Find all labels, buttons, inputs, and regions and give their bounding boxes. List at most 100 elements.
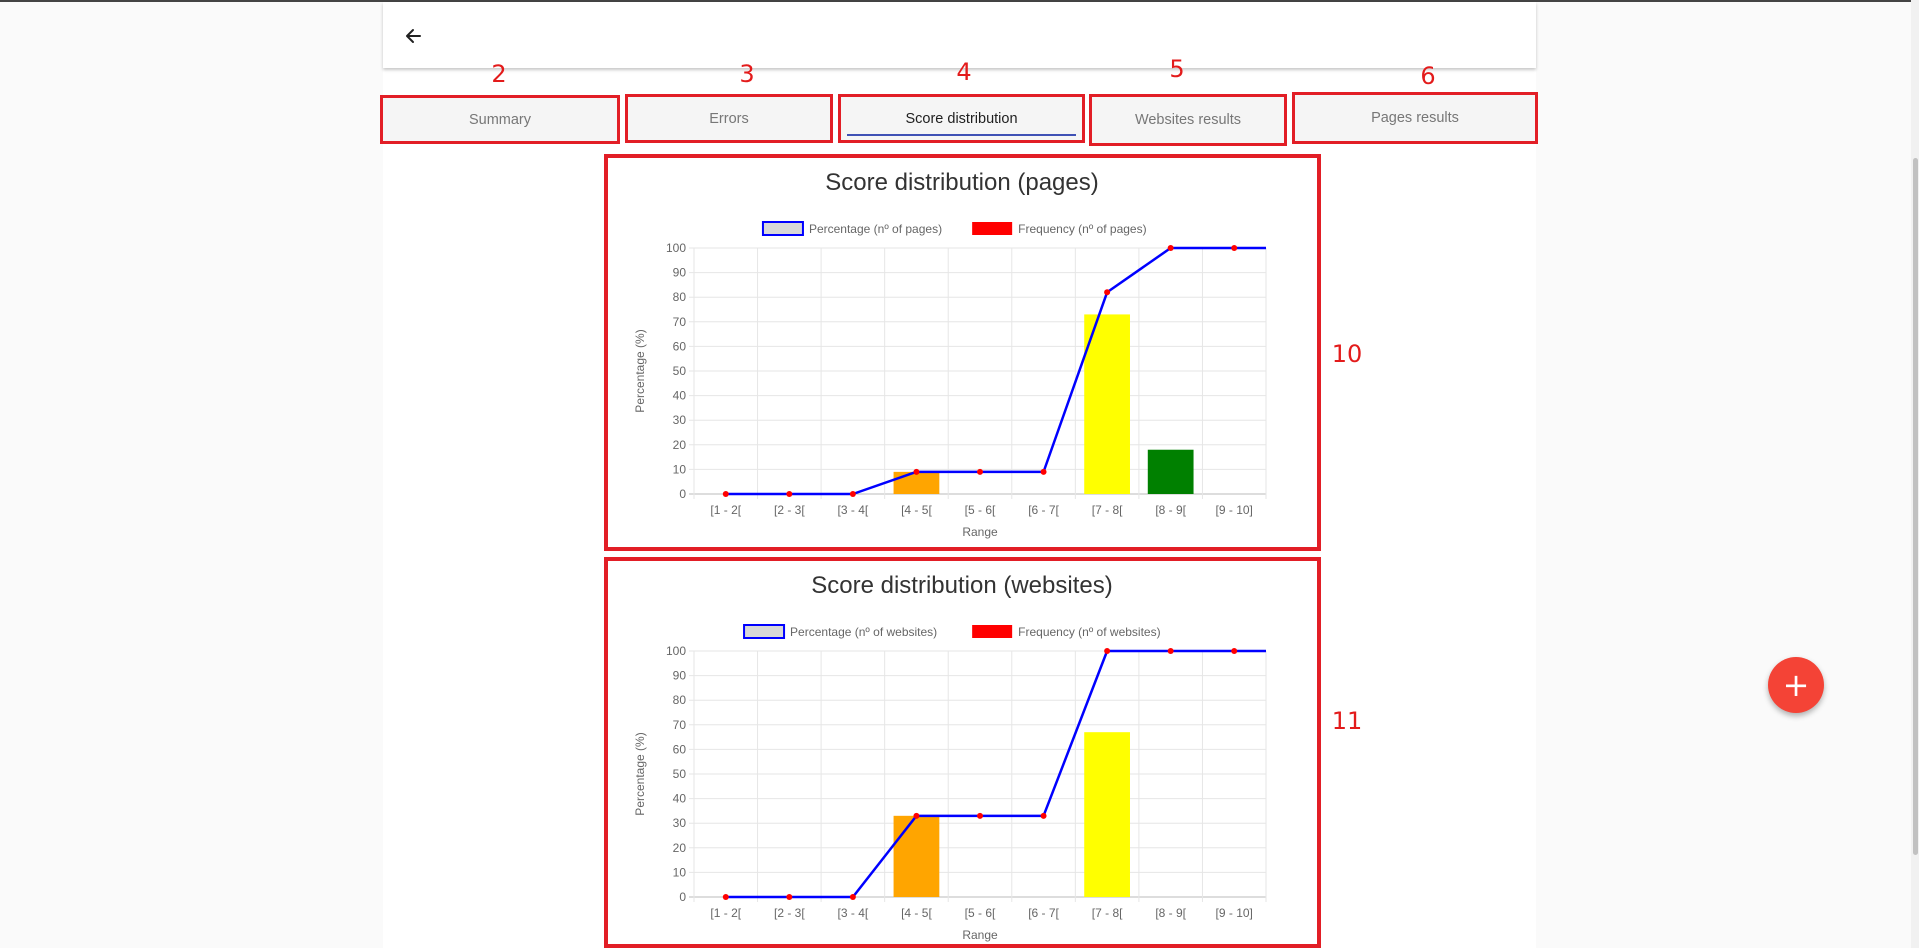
line-point <box>977 812 983 819</box>
y-tick-label: 30 <box>673 413 687 427</box>
x-tick-label: [6 - 7[ <box>1028 503 1059 517</box>
line-point <box>1167 648 1174 654</box>
y-tick-label: 90 <box>673 266 687 280</box>
tab-summary[interactable]: Summary <box>380 95 620 144</box>
tab-score-distribution-annotation: 4 <box>956 58 972 86</box>
top-toolbar <box>383 2 1536 68</box>
y-tick-label: 80 <box>673 693 687 707</box>
plus-icon: + <box>1782 666 1810 704</box>
line-point <box>786 894 793 900</box>
y-tick-label: 20 <box>673 438 687 452</box>
line-point <box>1231 648 1238 654</box>
x-tick-label: [9 - 10] <box>1216 503 1253 517</box>
tab-errors[interactable]: Errors <box>625 94 833 143</box>
x-tick-label: [3 - 4[ <box>838 503 869 517</box>
y-tick-label: 10 <box>673 462 687 476</box>
legend-swatch-line-series <box>761 221 804 236</box>
tab-websites-results-annotation: 5 <box>1169 55 1185 83</box>
pages-score-chart-card: Score distribution (pages) Percentage (nº… <box>604 154 1321 551</box>
line-point <box>1104 289 1111 296</box>
x-tick-label: [2 - 3[ <box>774 503 805 517</box>
bar <box>893 815 940 897</box>
bar <box>1084 732 1130 897</box>
y-tick-label: 50 <box>673 364 687 378</box>
bar <box>1147 449 1194 494</box>
tab-pages-results-label: Pages results <box>1371 110 1459 126</box>
y-tick-label: 60 <box>673 339 687 353</box>
tab-websites-results-label: Websites results <box>1134 112 1242 128</box>
y-tick-label: 70 <box>673 315 687 329</box>
line-point <box>1040 468 1047 475</box>
x-tick-label: [4 - 5[ <box>901 906 932 920</box>
legend-label-line-series: Percentage (nº of websites) <box>790 625 937 639</box>
legend-swatch-line-series <box>743 624 786 639</box>
x-tick-label: [5 - 6[ <box>965 906 996 920</box>
y-axis-label: Percentage (%) <box>633 732 647 815</box>
line-point <box>1104 648 1111 654</box>
y-tick-label: 60 <box>673 742 687 756</box>
x-tick-label: [2 - 3[ <box>774 906 805 920</box>
legend-label-line-series: Percentage (nº of pages) <box>809 222 942 236</box>
y-tick-label: 80 <box>673 290 687 304</box>
y-tick-label: 10 <box>673 865 687 879</box>
y-axis-label: Percentage (%) <box>633 329 647 412</box>
y-tick-label: 20 <box>673 841 687 855</box>
x-tick-label: [8 - 9[ <box>1155 906 1186 920</box>
line-point <box>977 468 983 475</box>
arrow-back-icon <box>406 29 421 43</box>
x-tick-label: [7 - 8[ <box>1092 503 1123 517</box>
x-tick-label: [4 - 5[ <box>901 503 932 517</box>
y-tick-label: 100 <box>666 644 686 658</box>
tab-score-distribution[interactable]: Score distribution <box>838 94 1085 143</box>
tab-pages-results[interactable]: Pages results <box>1292 92 1538 144</box>
y-tick-label: 0 <box>679 487 686 501</box>
line-point <box>913 468 920 475</box>
window-top-border <box>0 0 1919 2</box>
y-tick-label: 0 <box>679 890 686 904</box>
x-tick-label: [8 - 9[ <box>1155 503 1186 517</box>
x-tick-label: [9 - 10] <box>1216 906 1253 920</box>
y-tick-label: 40 <box>673 792 687 806</box>
y-tick-label: 30 <box>673 816 687 830</box>
y-tick-label: 70 <box>673 718 687 732</box>
line-point <box>786 491 793 497</box>
tab-pages-results-annotation: 6 <box>1420 62 1436 90</box>
x-tick-label: [7 - 8[ <box>1092 906 1123 920</box>
line-point <box>849 491 856 497</box>
tab-score-distribution-label: Score distribution <box>905 110 1018 127</box>
x-tick-label: [1 - 2[ <box>710 503 741 517</box>
y-tick-label: 100 <box>666 241 686 255</box>
add-button[interactable]: + <box>1768 657 1824 713</box>
line-point <box>849 894 856 900</box>
x-tick-label: [3 - 4[ <box>838 906 869 920</box>
x-axis-label: Range <box>962 928 998 942</box>
line-point <box>722 491 729 497</box>
y-tick-label: 50 <box>673 767 687 781</box>
bar <box>893 471 940 494</box>
legend-swatch-bar-series <box>972 625 1013 638</box>
x-tick-label: [6 - 7[ <box>1028 906 1059 920</box>
y-tick-label: 40 <box>673 389 687 403</box>
x-axis-label: Range <box>962 525 998 539</box>
line-point <box>913 812 920 819</box>
legend-label-bar-series: Frequency (nº of websites) <box>1018 625 1160 639</box>
legend-swatch-bar-series <box>972 222 1013 235</box>
websites-chart-annotation: 11 <box>1331 707 1363 735</box>
chart-title: Score distribution (websites) <box>811 572 1112 599</box>
legend-label-bar-series: Frequency (nº of pages) <box>1018 222 1146 236</box>
scrollbar-thumb[interactable] <box>1913 158 1918 855</box>
active-tab-indicator <box>847 134 1076 136</box>
pages-score-chart: Score distribution (pages) Percentage (nº… <box>633 169 1267 539</box>
back-button[interactable] <box>397 20 429 52</box>
line-point <box>1040 812 1047 819</box>
tab-websites-results[interactable]: Websites results <box>1089 94 1287 146</box>
y-tick-label: 90 <box>673 669 687 683</box>
websites-score-chart: Score distribution (websites) Percentage … <box>633 572 1267 942</box>
tab-summary-annotation: 2 <box>491 60 507 88</box>
bar <box>1084 314 1130 494</box>
websites-score-chart-card: Score distribution (websites) Percentage … <box>604 557 1321 948</box>
tab-errors-label: Errors <box>709 110 749 127</box>
x-tick-label: [1 - 2[ <box>710 906 741 920</box>
chart-title: Score distribution (pages) <box>825 169 1098 196</box>
tab-summary-label: Summary <box>468 111 532 128</box>
